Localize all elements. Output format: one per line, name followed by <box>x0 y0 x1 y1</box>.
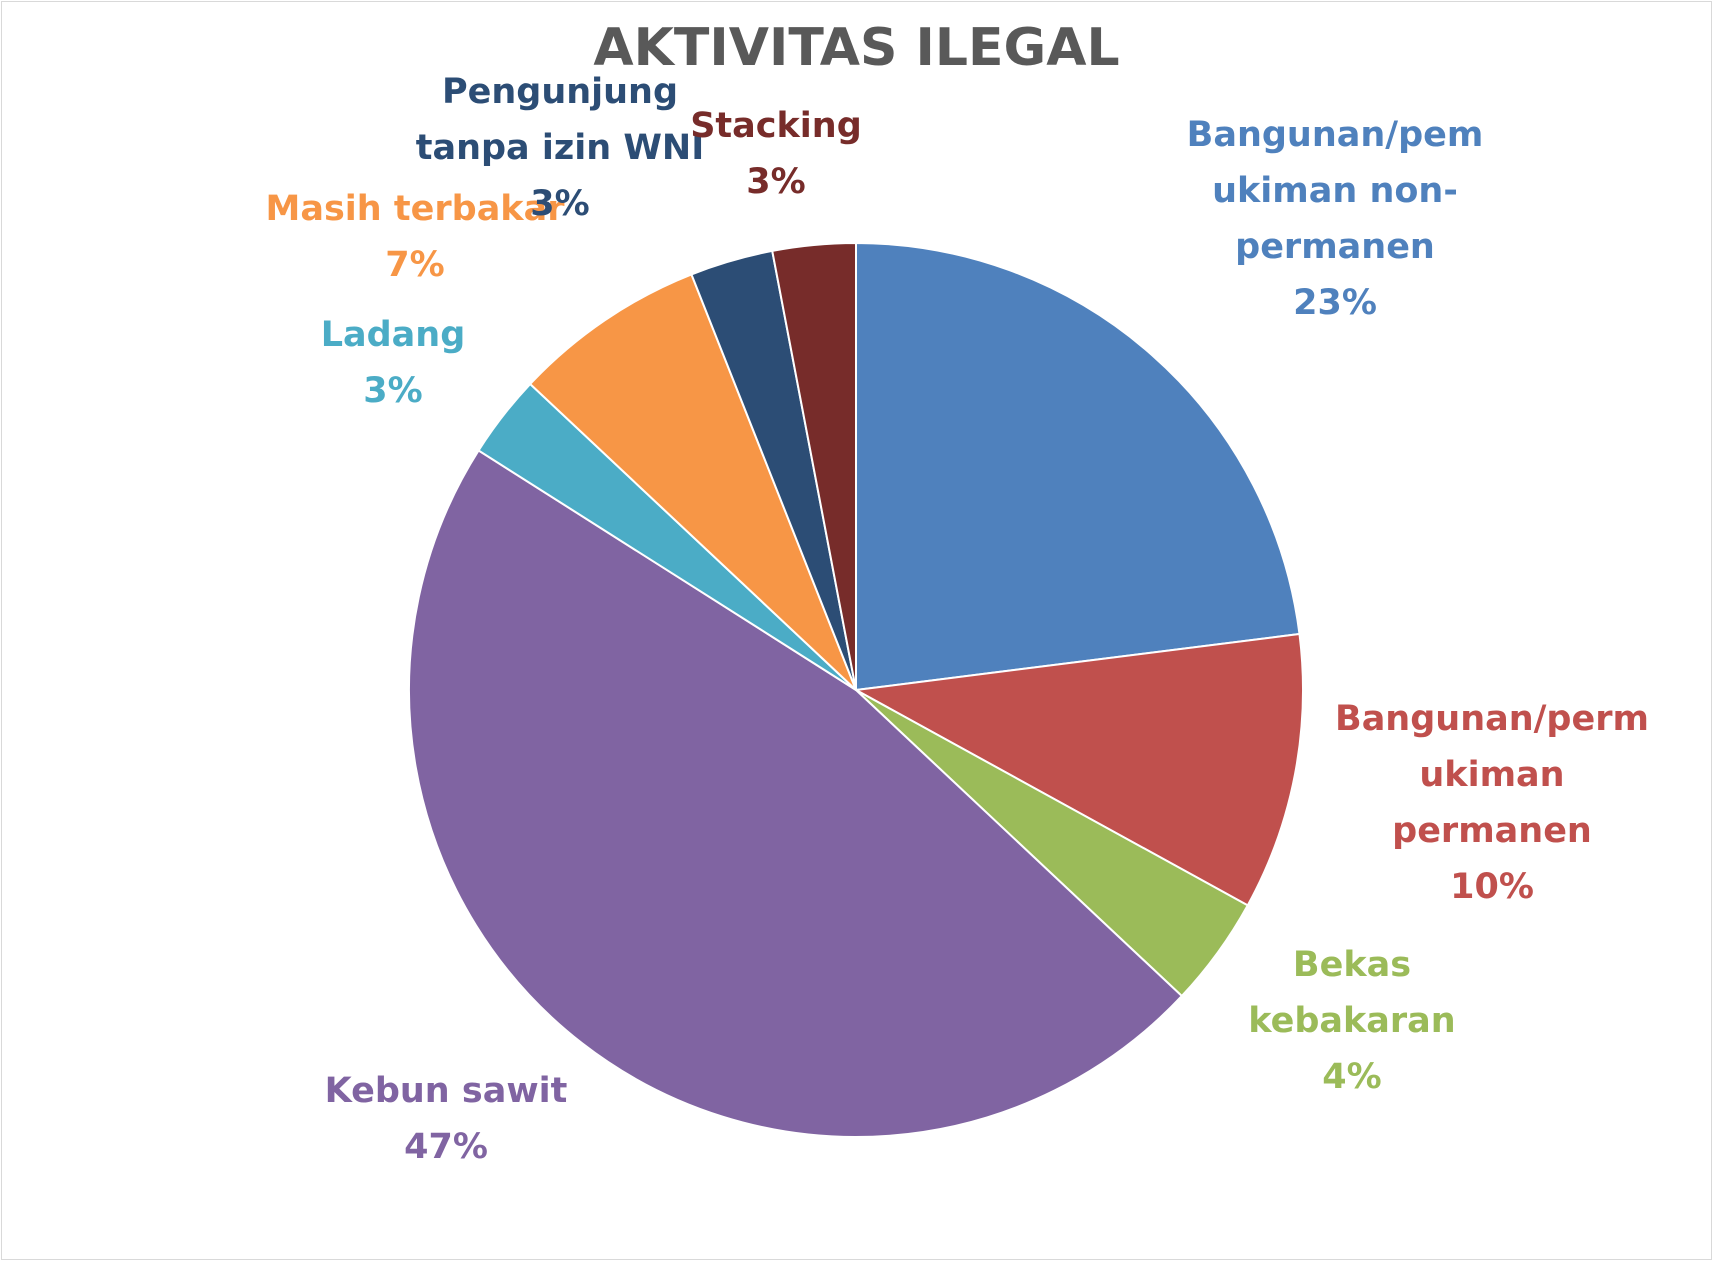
pie-slices <box>408 241 1304 1138</box>
data-label-ladang: Ladang 3% <box>321 315 466 411</box>
data-labels: Bangunan/pem ukiman non-permanen 23% Bangun… <box>266 72 1649 1167</box>
chart-title: AKTIVITAS ILEGAL <box>593 18 1120 78</box>
data-label-pengunjung-tanpa-izin-wni: Pengunjung tanpa izin WNI 3% <box>416 72 705 224</box>
pie-slice-masih-terbakar <box>528 273 857 691</box>
data-label-kebun-sawit: Kebun sawit 47% <box>325 1071 568 1167</box>
data-label-bangunan-pemukiman-non-permanen: Bangunan/pem ukiman non-permanen 23% <box>1187 115 1484 323</box>
data-label-stacking: Stacking 3% <box>690 106 862 202</box>
data-label-masih-terbakar: Masih terbakar 7% <box>266 189 566 285</box>
pie-slice-stacking <box>771 241 857 691</box>
pie-slice-bangunan-pemukiman-non-permanen <box>855 241 1301 692</box>
pie-slice-kebun-sawit <box>408 449 1184 1138</box>
data-label-bekas-kebakaran: Bekas kebakaran 4% <box>1248 945 1455 1097</box>
pie-slice-bangunan-permukiman-permanen <box>852 632 1304 907</box>
data-label-bangunan-permukiman-permanen: Bangunan/perm ukiman permanen 10% <box>1335 699 1649 907</box>
